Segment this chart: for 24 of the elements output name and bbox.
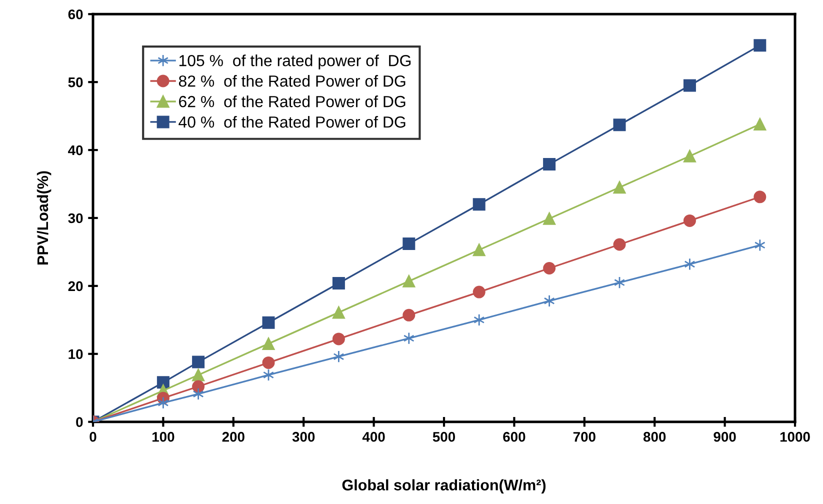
x-tick-label: 1000 (780, 432, 810, 442)
x-tick-label: 500 (432, 432, 456, 442)
x-tick-label: 300 (292, 432, 315, 442)
x-tick-label: 700 (573, 432, 596, 442)
x-tick-label: 100 (152, 432, 174, 442)
legend-label: 82 % of the Rated Power of DG (178, 75, 406, 87)
x-tick-label: 200 (222, 432, 244, 442)
x-tick-label: 600 (503, 432, 526, 442)
y-tick-label: 10 (68, 349, 83, 360)
y-tick-label: 20 (68, 281, 83, 292)
y-tick-label: 0 (76, 417, 83, 428)
x-tick-label: 400 (362, 432, 385, 442)
y-axis-title: PPV/Load(%) (36, 171, 52, 264)
y-tick-label: 40 (68, 145, 83, 156)
legend-label: 62 % of the Rated Power of DG (179, 96, 406, 108)
y-tick-label: 60 (68, 9, 83, 20)
y-tick-label: 30 (68, 213, 83, 224)
x-tick-label: 800 (643, 432, 666, 442)
legend-label: 105 % of the rated power of DG (179, 54, 411, 70)
y-tick-label: 50 (68, 77, 83, 88)
legend-label: 40 % of the Rated Power of DG (178, 116, 406, 128)
x-tick-label: 0 (90, 432, 96, 442)
x-tick-label: 900 (714, 432, 736, 442)
x-axis-title: Global solar radiation(W/m²) (342, 479, 546, 494)
